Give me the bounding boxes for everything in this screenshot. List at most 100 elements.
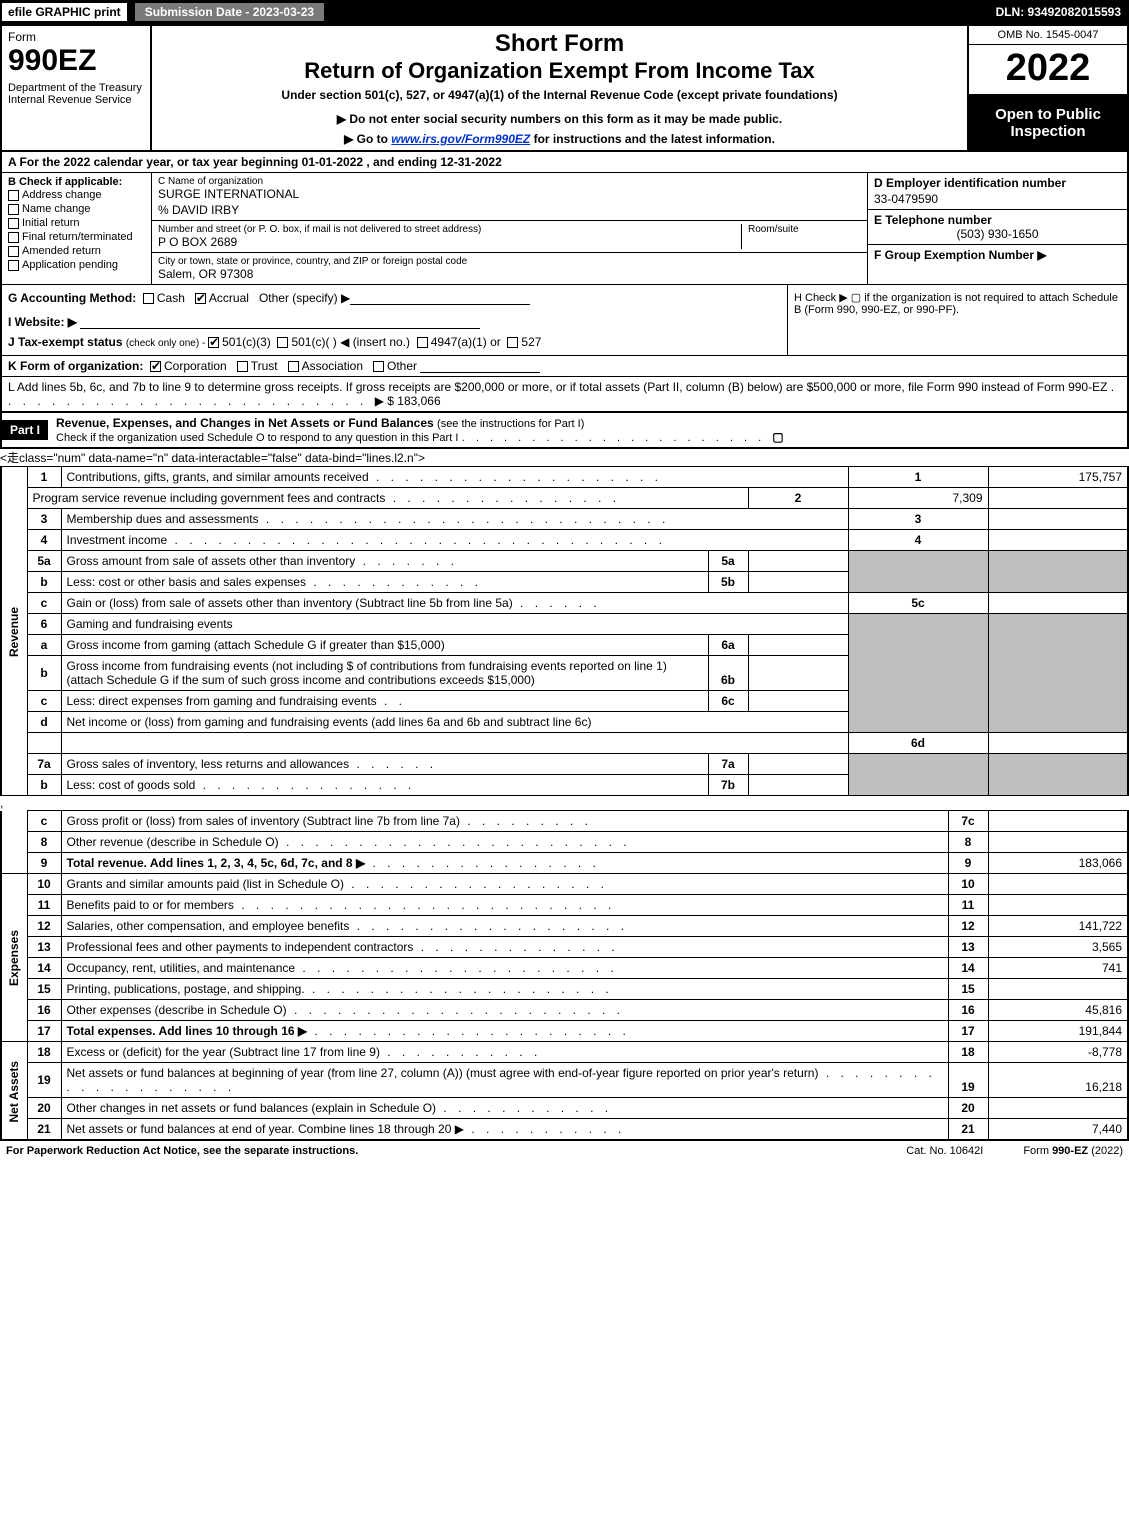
row-8: 8 Other revenue (describe in Schedule O)… bbox=[1, 832, 1128, 853]
other-input[interactable] bbox=[350, 291, 530, 305]
org-name: SURGE INTERNATIONAL bbox=[158, 187, 861, 201]
row-21: 21 Net assets or fund balances at end of… bbox=[1, 1119, 1128, 1141]
d: Gross income from fundraising events (no… bbox=[61, 656, 708, 691]
j-b: 501(c)( ) ◀ (insert no.) bbox=[291, 335, 410, 349]
rn: 14 bbox=[948, 958, 988, 979]
d: Net income or (loss) from gaming and fun… bbox=[61, 712, 848, 733]
d: Investment income . . . . . . . . . . . … bbox=[61, 530, 848, 551]
efile-print-label[interactable]: efile GRAPHIC print bbox=[0, 1, 129, 23]
blank bbox=[61, 733, 848, 754]
sv bbox=[748, 656, 848, 691]
d: Gaming and fundraising events bbox=[61, 614, 848, 635]
form-title: Return of Organization Exempt From Incom… bbox=[160, 58, 959, 84]
d: Gross income from gaming (attach Schedul… bbox=[61, 635, 708, 656]
chk-trust[interactable] bbox=[237, 361, 248, 372]
row-5c: c Gain or (loss) from sale of assets oth… bbox=[1, 593, 1128, 614]
side-revenue-cont bbox=[1, 811, 27, 874]
v: 741 bbox=[988, 958, 1128, 979]
rn: 11 bbox=[948, 895, 988, 916]
rn: 21 bbox=[948, 1119, 988, 1141]
d: Benefits paid to or for members . . . . … bbox=[61, 895, 948, 916]
checkbox-icon bbox=[8, 260, 19, 271]
chk-501c3[interactable] bbox=[208, 337, 219, 348]
chk-other-org[interactable] bbox=[373, 361, 384, 372]
k-other-input[interactable] bbox=[420, 359, 540, 373]
chk-association[interactable] bbox=[288, 361, 299, 372]
chk-label: Amended return bbox=[22, 245, 101, 257]
c-name-label: C Name of organization bbox=[158, 176, 861, 187]
v bbox=[988, 811, 1128, 832]
d: Professional fees and other payments to … bbox=[61, 937, 948, 958]
d: Other revenue (describe in Schedule O) .… bbox=[61, 832, 948, 853]
chk-527[interactable] bbox=[507, 337, 518, 348]
j-d: 527 bbox=[521, 335, 541, 349]
rn: 4 bbox=[848, 530, 988, 551]
b-checklist: Address change Name change Initial retur… bbox=[8, 188, 145, 272]
rn: 16 bbox=[948, 1000, 988, 1021]
grey bbox=[848, 551, 988, 593]
checkbox-icon bbox=[8, 218, 19, 229]
website-input[interactable] bbox=[80, 315, 480, 329]
chk-amended[interactable]: Amended return bbox=[8, 244, 145, 258]
d: Salaries, other compensation, and employ… bbox=[61, 916, 948, 937]
row-11: 11 Benefits paid to or for members . . .… bbox=[1, 895, 1128, 916]
c-city-row: City or town, state or province, country… bbox=[152, 253, 867, 284]
chk-501c[interactable] bbox=[277, 337, 288, 348]
chk-4947[interactable] bbox=[417, 337, 428, 348]
grey bbox=[848, 754, 988, 796]
side-expenses: Expenses bbox=[1, 874, 27, 1042]
sv bbox=[748, 635, 848, 656]
e-phone: E Telephone number (503) 930-1650 bbox=[868, 210, 1127, 245]
g-label: G Accounting Method: bbox=[8, 291, 136, 305]
row-l: L Add lines 5b, 6c, and 7b to line 9 to … bbox=[0, 377, 1129, 413]
n: 21 bbox=[27, 1119, 61, 1141]
d: Occupancy, rent, utilities, and maintena… bbox=[61, 958, 948, 979]
e-label: E Telephone number bbox=[874, 213, 1121, 227]
sn: 6b bbox=[708, 656, 748, 691]
n: 6 bbox=[27, 614, 61, 635]
part1-table: Revenue 1 Contributions, gifts, grants, … bbox=[0, 466, 1129, 796]
row-20: 20 Other changes in net assets or fund b… bbox=[1, 1098, 1128, 1119]
chk-name-change[interactable]: Name change bbox=[8, 202, 145, 216]
part1-badge: Part I bbox=[2, 420, 48, 440]
omb-number: OMB No. 1545-0047 bbox=[969, 26, 1127, 45]
chk-application-pending[interactable]: Application pending bbox=[8, 258, 145, 272]
n: c bbox=[27, 811, 61, 832]
row-12: 12 Salaries, other compensation, and emp… bbox=[1, 916, 1128, 937]
chk-initial-return[interactable]: Initial return bbox=[8, 216, 145, 230]
row-17: 17 Total expenses. Add lines 10 through … bbox=[1, 1021, 1128, 1042]
accrual-label: Accrual bbox=[209, 291, 249, 305]
n: b bbox=[27, 775, 61, 796]
chk-corporation[interactable] bbox=[150, 361, 161, 372]
f-label: F Group Exemption Number ▶ bbox=[874, 248, 1047, 262]
row-2: Program service revenue including govern… bbox=[1, 488, 1128, 509]
part1-check-box[interactable]: ▢ bbox=[772, 430, 783, 444]
chk-cash[interactable] bbox=[143, 293, 154, 304]
d: Total expenses. Add lines 10 through 16 … bbox=[61, 1021, 948, 1042]
j-pre: J Tax-exempt status bbox=[8, 335, 126, 349]
h-text: H Check ▶ ▢ if the organization is not r… bbox=[794, 292, 1118, 316]
n: 20 bbox=[27, 1098, 61, 1119]
chk-accrual[interactable] bbox=[195, 293, 206, 304]
row-3: 3 Membership dues and assessments . . . … bbox=[1, 509, 1128, 530]
short-form-title: Short Form bbox=[160, 30, 959, 58]
b-header: B Check if applicable: bbox=[8, 176, 145, 188]
form-header: Form 990EZ Department of the Treasury In… bbox=[0, 24, 1129, 152]
part1-title: Revenue, Expenses, and Changes in Net As… bbox=[48, 413, 792, 447]
n: 1 bbox=[27, 467, 61, 488]
n: 18 bbox=[27, 1042, 61, 1063]
rn: 18 bbox=[948, 1042, 988, 1063]
chk-final-return[interactable]: Final return/terminated bbox=[8, 230, 145, 244]
department-label: Department of the Treasury Internal Reve… bbox=[8, 78, 144, 106]
irs-link[interactable]: www.irs.gov/Form990EZ bbox=[391, 132, 530, 146]
rn: 12 bbox=[948, 916, 988, 937]
form-ref-pre: Form bbox=[1023, 1145, 1052, 1157]
chk-address-change[interactable]: Address change bbox=[8, 188, 145, 202]
n: 16 bbox=[27, 1000, 61, 1021]
form-number: 990EZ bbox=[8, 44, 144, 78]
sn: 5a bbox=[708, 551, 748, 572]
l-text: L Add lines 5b, 6c, and 7b to line 9 to … bbox=[8, 380, 1107, 394]
l-value: ▶ $ 183,066 bbox=[375, 394, 441, 408]
instr-pre: ▶ Go to bbox=[344, 132, 391, 146]
row-gh: G Accounting Method: Cash Accrual Other … bbox=[0, 285, 1129, 356]
